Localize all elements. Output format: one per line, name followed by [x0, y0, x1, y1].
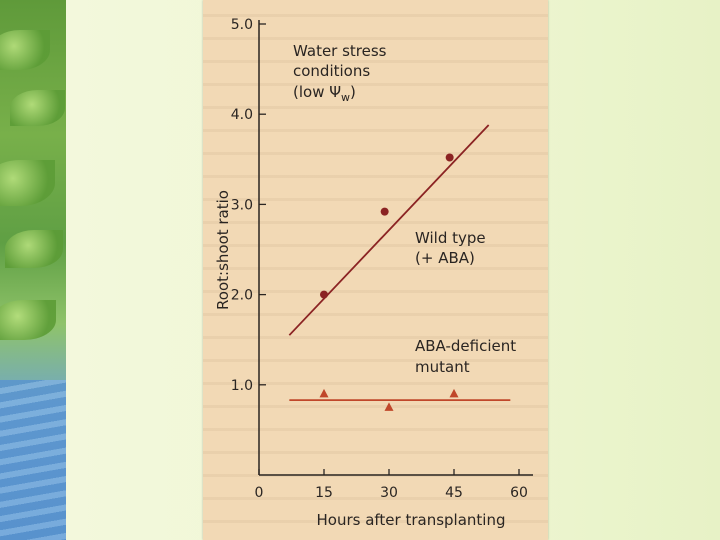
leaf-shape: [5, 230, 63, 268]
chart: 1.0 2.0 3.0 4.0 5.0 0 15 30 45 60 Root:shoot rat…: [214, 17, 533, 529]
wild-type-point: [445, 153, 454, 162]
wild-type-sublabel: (+ ABA): [415, 249, 475, 267]
y-tick-label: 2.0: [231, 288, 253, 304]
condition-psi-text: (low Ψ: [293, 83, 341, 101]
condition-close-paren: ): [350, 83, 356, 101]
leaf-shape: [0, 160, 55, 206]
y-axis-ticks: 1.0 2.0 3.0 4.0 5.0: [231, 17, 266, 394]
x-tick-label: 30: [380, 485, 398, 501]
x-tick-label: 0: [255, 485, 264, 501]
y-axis-label: Root:shoot ratio: [214, 190, 232, 310]
mutant-annotation: ABA-deficient mutant: [415, 337, 516, 376]
wild-type-series: [288, 124, 490, 336]
series-layer: [288, 124, 511, 411]
condition-annotation: Water stress conditions (low Ψw): [293, 42, 387, 104]
mutant-point: [319, 388, 329, 398]
x-tick-label: 45: [445, 485, 463, 501]
mutant-point: [384, 402, 394, 411]
y-tick-label: 5.0: [231, 17, 253, 33]
x-axis-label: Hours after transplanting: [317, 511, 506, 529]
condition-line-2: conditions: [293, 62, 370, 80]
leaf-shape: [10, 90, 65, 126]
wild-type-annotation: Wild type (+ ABA): [415, 229, 486, 267]
mutant-sublabel: mutant: [415, 358, 470, 376]
y-tick-label: 3.0: [231, 197, 253, 213]
mutant-label: ABA-deficient: [415, 337, 516, 355]
figure-photo: [203, 0, 548, 540]
y-tick-label: 1.0: [231, 378, 253, 394]
y-tick-label: 4.0: [231, 107, 253, 123]
leaf-shape: [0, 30, 50, 70]
wild-type-label: Wild type: [415, 229, 486, 247]
wild-type-point: [380, 207, 389, 216]
condition-subscript: w: [341, 91, 350, 104]
faded-text-background: [203, 0, 548, 540]
mutant-series: [289, 388, 511, 411]
x-tick-label: 15: [315, 485, 333, 501]
wild-type-point: [320, 290, 328, 299]
x-tick-label: 60: [510, 485, 528, 501]
leaf-water-decoration: [0, 0, 66, 540]
wild-type-fit-line: [288, 124, 490, 336]
x-axis-ticks: 0 15 30 45 60: [255, 469, 528, 501]
condition-line-3: (low Ψw): [293, 83, 356, 104]
leaf-shape: [0, 300, 56, 340]
water-ripples: [0, 380, 66, 540]
mutant-point: [449, 388, 459, 398]
condition-line-1: Water stress: [293, 42, 387, 60]
